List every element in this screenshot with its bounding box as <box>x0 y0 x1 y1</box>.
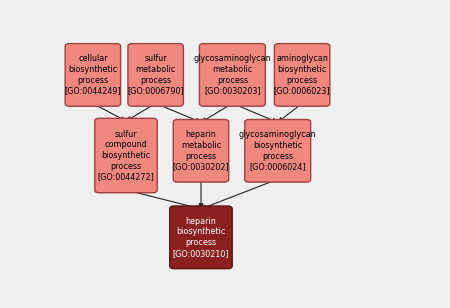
Text: glycosaminoglycan
metabolic
process
[GO:0030203]: glycosaminoglycan metabolic process [GO:… <box>194 54 271 95</box>
FancyBboxPatch shape <box>95 118 157 193</box>
FancyBboxPatch shape <box>274 44 330 106</box>
FancyBboxPatch shape <box>170 206 232 269</box>
Text: sulfur
compound
biosynthetic
process
[GO:0044272]: sulfur compound biosynthetic process [GO… <box>98 130 154 181</box>
Text: aminoglycan
biosynthetic
process
[GO:0006023]: aminoglycan biosynthetic process [GO:000… <box>274 54 330 95</box>
Text: heparin
metabolic
process
[GO:0030202]: heparin metabolic process [GO:0030202] <box>173 130 230 172</box>
Text: heparin
biosynthetic
process
[GO:0030210]: heparin biosynthetic process [GO:0030210… <box>173 217 230 258</box>
FancyBboxPatch shape <box>65 44 121 106</box>
FancyBboxPatch shape <box>245 120 310 182</box>
FancyBboxPatch shape <box>199 44 266 106</box>
Text: sulfur
metabolic
process
[GO:0006790]: sulfur metabolic process [GO:0006790] <box>127 54 184 95</box>
Text: cellular
biosynthetic
process
[GO:0044249]: cellular biosynthetic process [GO:004424… <box>64 54 121 95</box>
Text: glycosaminoglycan
biosynthetic
process
[GO:0006024]: glycosaminoglycan biosynthetic process [… <box>239 130 316 172</box>
FancyBboxPatch shape <box>173 120 229 182</box>
FancyBboxPatch shape <box>128 44 183 106</box>
